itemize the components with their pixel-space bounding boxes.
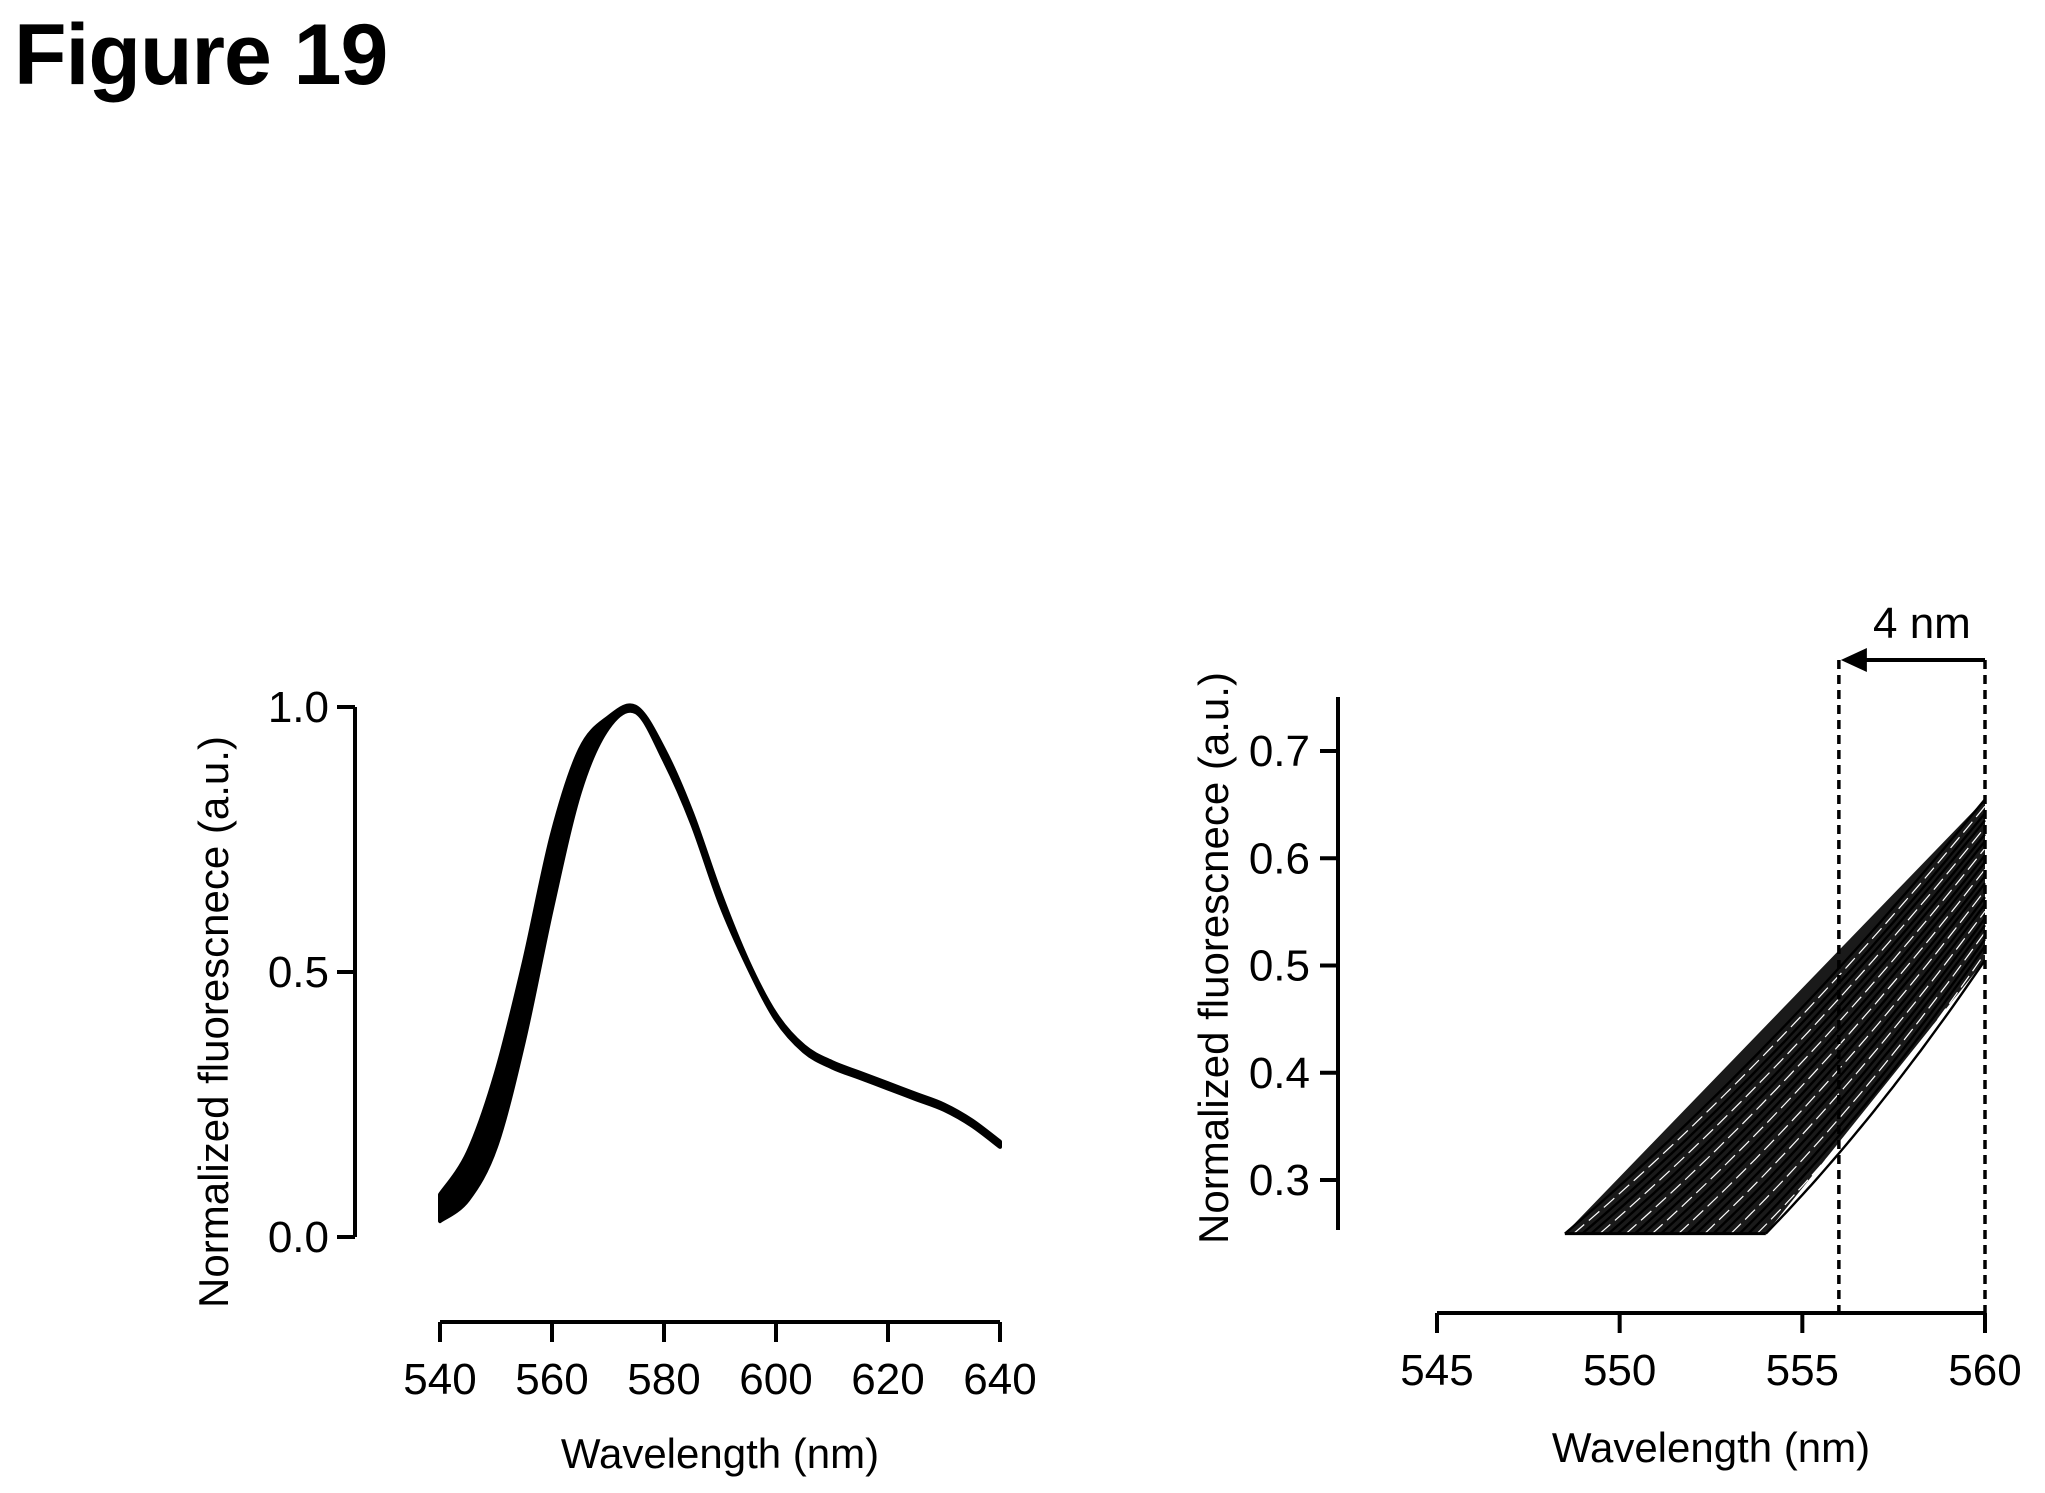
x-tick-label: 600 bbox=[739, 1355, 812, 1404]
chart-left-spectra-band bbox=[438, 703, 1002, 1224]
spectrum-curve bbox=[1668, 882, 1986, 1235]
chart-right-y-ticks: 0.3 0.4 0.5 0.6 0.7 bbox=[1249, 727, 1338, 1205]
spectrum-curve bbox=[1599, 826, 1986, 1235]
spectrum-curve bbox=[1625, 847, 1986, 1235]
spectrum-curve bbox=[1738, 938, 1986, 1235]
spectrum-curve bbox=[1607, 833, 1986, 1235]
chart-right-x-axis-title: Wavelength (nm) bbox=[1552, 1424, 1870, 1471]
chart-right-spectra-curves bbox=[1564, 798, 1987, 1236]
spectrum-curve bbox=[1581, 812, 1986, 1235]
spectrum-curve bbox=[1573, 805, 1986, 1235]
chart-left-y-axis-title: Normalized fluorescnece (a.u.) bbox=[190, 736, 237, 1308]
spectrum-curve bbox=[1756, 952, 1986, 1235]
chart-left-y-ticks: 0.0 0.5 1.0 bbox=[268, 683, 355, 1262]
y-tick-label: 0.0 bbox=[268, 1213, 329, 1262]
x-tick-label: 580 bbox=[627, 1355, 700, 1404]
shift-arrowhead bbox=[1840, 648, 1867, 672]
y-tick-label: 0.3 bbox=[1249, 1156, 1310, 1205]
chart-left-x-ticks: 540 560 580 600 620 640 bbox=[403, 1322, 1037, 1404]
spectrum-curve bbox=[1660, 875, 1986, 1235]
x-tick-label: 620 bbox=[851, 1355, 924, 1404]
chart-right: 0.3 0.4 0.5 0.6 0.7 545 550 555 560 4 nm Wavele… bbox=[1190, 599, 2022, 1471]
spectra-bundle-fill bbox=[1564, 799, 1985, 1234]
y-tick-label: 0.5 bbox=[268, 948, 329, 997]
figure-title: Figure 19 bbox=[14, 7, 388, 103]
spectra-band bbox=[438, 703, 1002, 1224]
x-tick-label: 540 bbox=[403, 1355, 476, 1404]
spectrum-curve bbox=[1616, 840, 1986, 1235]
x-tick-label: 550 bbox=[1583, 1346, 1656, 1395]
x-tick-label: 555 bbox=[1766, 1346, 1839, 1395]
chart-left-x-axis-title: Wavelength (nm) bbox=[561, 1430, 879, 1477]
spectrum-curve bbox=[1712, 917, 1986, 1235]
spectrum-curve bbox=[1642, 861, 1986, 1235]
y-tick-label: 0.7 bbox=[1249, 727, 1310, 776]
shift-label: 4 nm bbox=[1873, 599, 1971, 648]
chart-right-marker-lines bbox=[1837, 660, 1987, 1313]
chart-right-y-axis-title: Normalized fluorescnece (a.u.) bbox=[1190, 672, 1237, 1244]
spectrum-curve bbox=[1764, 959, 1987, 1235]
spectrum-curve bbox=[1730, 931, 1986, 1235]
spectrum-curve bbox=[1678, 889, 1986, 1235]
chart-right-shift-annotation: 4 nm bbox=[1840, 599, 1985, 672]
y-tick-label: 0.4 bbox=[1249, 1049, 1310, 1098]
chart-right-x-ticks: 545 550 555 560 bbox=[1400, 1313, 2022, 1395]
spectrum-curve bbox=[1564, 798, 1986, 1235]
x-tick-label: 560 bbox=[515, 1355, 588, 1404]
chart-left: 0.0 0.5 1.0 540 560 580 600 620 640 Wavelength … bbox=[190, 683, 1037, 1477]
x-tick-label: 560 bbox=[1948, 1346, 2021, 1395]
y-tick-label: 0.6 bbox=[1249, 834, 1310, 883]
spectrum-curve bbox=[1721, 924, 1986, 1235]
spectrum-curve bbox=[1651, 868, 1986, 1235]
x-tick-label: 640 bbox=[963, 1355, 1036, 1404]
spectrum-curve bbox=[1590, 819, 1986, 1235]
spectrum-curve bbox=[1747, 945, 1986, 1235]
spectrum-curve bbox=[1686, 896, 1986, 1235]
x-tick-label: 545 bbox=[1400, 1346, 1473, 1395]
spectrum-curve bbox=[1704, 910, 1986, 1235]
y-tick-label: 1.0 bbox=[268, 683, 329, 732]
spectrum-curve bbox=[1634, 854, 1986, 1235]
y-tick-label: 0.5 bbox=[1249, 942, 1310, 991]
